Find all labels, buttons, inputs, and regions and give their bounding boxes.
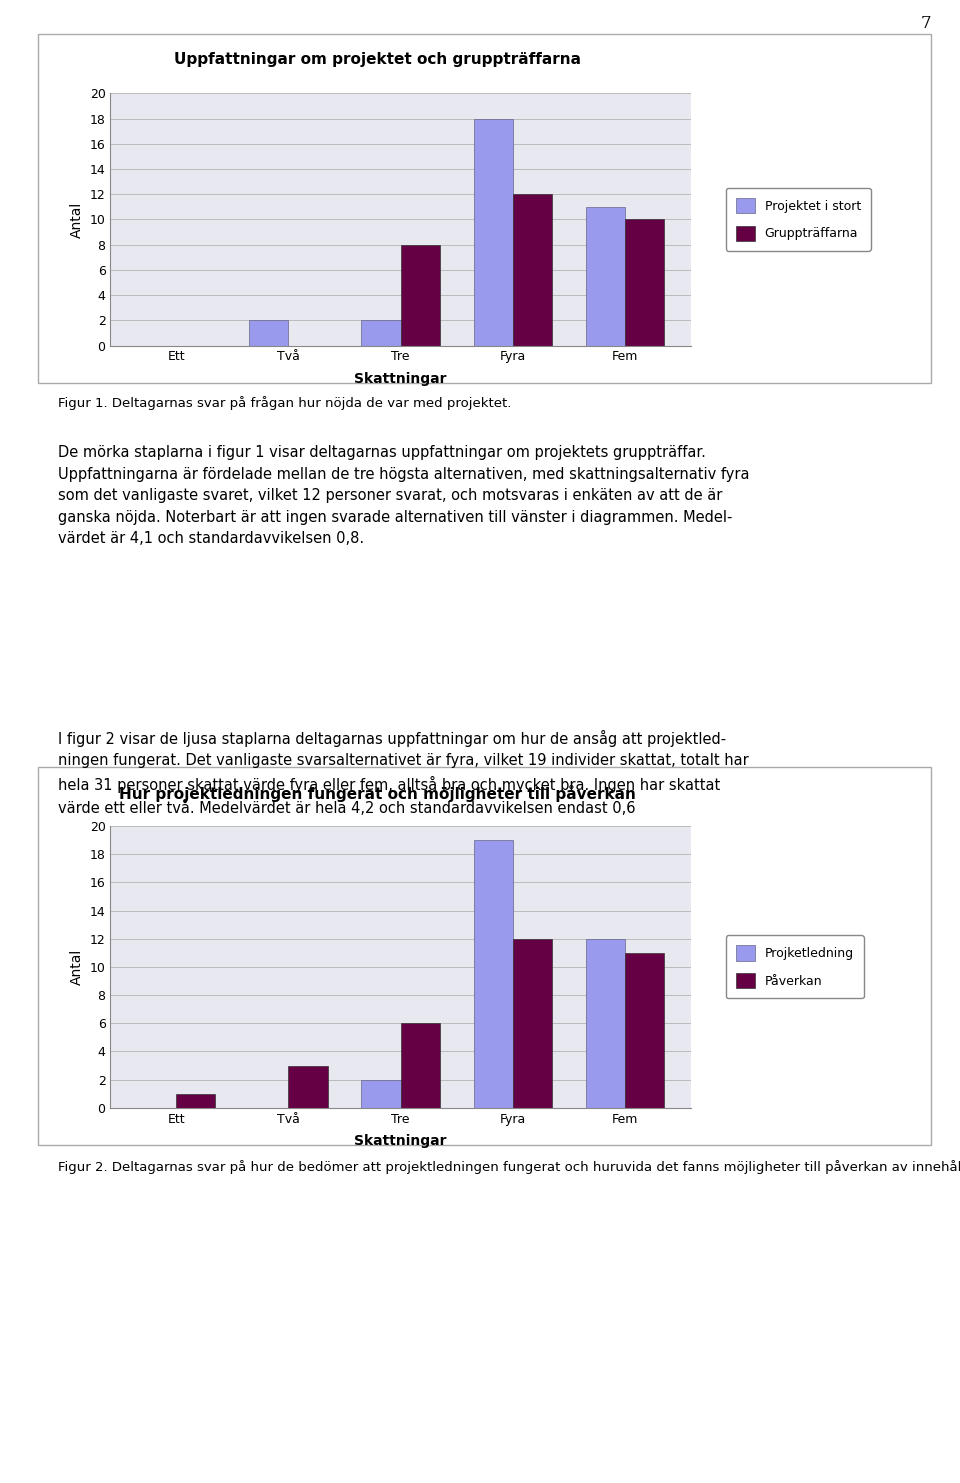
Bar: [625, 954, 664, 1108]
Y-axis label: Antal: Antal: [70, 949, 84, 985]
Text: Uppfattningar om projektet och gruppträffarna: Uppfattningar om projektet och gruppträf…: [174, 52, 581, 67]
Bar: [176, 1094, 215, 1108]
Text: Figur 2. Deltagarnas svar på hur de bedömer att projektledningen fungerat och hu: Figur 2. Deltagarnas svar på hur de bedö…: [58, 1160, 960, 1173]
Y-axis label: Antal: Antal: [70, 202, 84, 237]
Bar: [513, 194, 552, 346]
Bar: [249, 320, 288, 346]
Bar: [513, 939, 552, 1108]
Bar: [625, 219, 664, 346]
Bar: [288, 1065, 327, 1108]
Text: I figur 2 visar de ljusa staplarna deltagarnas uppfattningar om hur de ansåg att: I figur 2 visar de ljusa staplarna delta…: [58, 730, 749, 816]
Bar: [400, 245, 440, 346]
Legend: Projektet i stort, Gruppträffarna: Projektet i stort, Gruppträffarna: [726, 188, 871, 251]
Text: 7: 7: [921, 15, 931, 31]
Text: Figur 1. Deltagarnas svar på frågan hur nöjda de var med projektet.: Figur 1. Deltagarnas svar på frågan hur …: [58, 396, 511, 409]
Bar: [586, 939, 625, 1108]
Bar: [361, 1080, 400, 1108]
Bar: [473, 839, 513, 1108]
X-axis label: Skattningar: Skattningar: [354, 1134, 446, 1148]
X-axis label: Skattningar: Skattningar: [354, 372, 446, 386]
Bar: [473, 119, 513, 346]
Text: De mörka staplarna i figur 1 visar deltagarnas uppfattningar om projektets grupp: De mörka staplarna i figur 1 visar delta…: [58, 445, 749, 546]
Text: Hur projektledningen fungerat och möjligheter till påverkan: Hur projektledningen fungerat och möjlig…: [119, 785, 636, 801]
Legend: Projketledning, Påverkan: Projketledning, Påverkan: [726, 936, 864, 998]
Bar: [400, 1023, 440, 1108]
Bar: [586, 206, 625, 346]
Bar: [361, 320, 400, 346]
